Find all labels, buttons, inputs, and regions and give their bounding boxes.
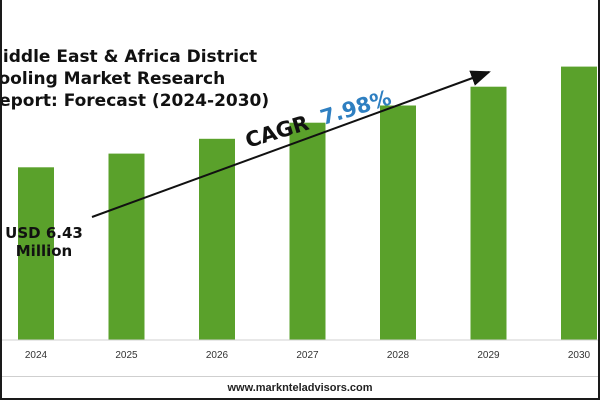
chart-title-line-2: Cooling Market Research xyxy=(2,69,225,89)
bar-2029 xyxy=(470,86,507,340)
bars-group xyxy=(18,66,597,340)
footer-bar: www.marknteladvisors.com xyxy=(2,376,598,398)
x-tick-label-2024: 2024 xyxy=(25,350,48,361)
x-tick-label-2025: 2025 xyxy=(115,350,138,361)
bar-2030 xyxy=(561,66,597,340)
bar-2028 xyxy=(380,105,416,340)
x-tick-label-2027: 2027 xyxy=(296,350,319,361)
bar-2025 xyxy=(108,153,145,340)
cagr-trend-arrow xyxy=(91,70,491,218)
bar-2024 xyxy=(18,167,54,340)
x-tick-labels: 2024 2025 2026 2027 2028 2029 2030 xyxy=(25,350,591,361)
bar-2027 xyxy=(289,122,326,340)
x-tick-label-2029: 2029 xyxy=(477,350,500,361)
chart-title-line-3: Report: Forecast (2024-2030) xyxy=(2,91,269,111)
bar-chart: 2024 2025 2026 2027 2028 2029 2030 CAGR 7.98% … xyxy=(2,47,598,361)
x-tick-label-2026: 2026 xyxy=(206,350,229,361)
bar-2026 xyxy=(199,138,235,340)
website-link[interactable]: www.marknteladvisors.com xyxy=(227,382,373,394)
start-value-label-line-2: Million xyxy=(16,242,72,260)
x-tick-label-2030: 2030 xyxy=(568,350,591,361)
start-value-label-line-1: USD 6.43 xyxy=(5,224,83,242)
chart-title-line-1: Middle East & Africa District xyxy=(2,47,257,67)
x-tick-label-2028: 2028 xyxy=(387,350,410,361)
